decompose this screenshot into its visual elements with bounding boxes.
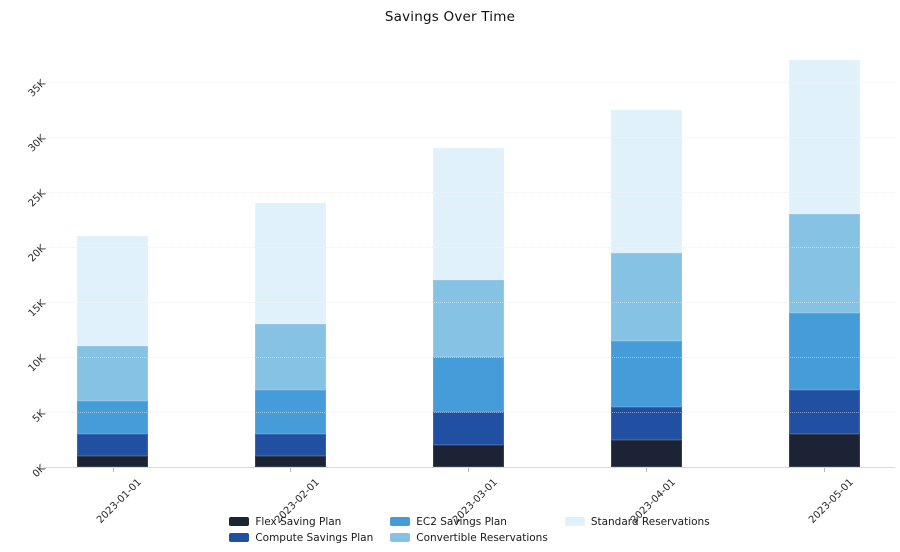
- legend-swatch: [390, 533, 411, 542]
- bar[interactable]: [77, 236, 148, 467]
- bar-segment-standard-reservations[interactable]: [77, 236, 148, 346]
- bar[interactable]: [610, 109, 682, 467]
- legend-label: Standard Reservations: [590, 515, 710, 528]
- chart-title: Savings Over Time: [384, 9, 516, 25]
- bar-segment-compute-savings-plan[interactable]: [77, 434, 148, 456]
- gridline-overlay: [44, 192, 895, 193]
- bar[interactable]: [432, 148, 504, 467]
- legend-swatch: [390, 517, 411, 526]
- bar-segment-compute-savings-plan[interactable]: [254, 434, 326, 456]
- bar-segment-ec2-savings-plan[interactable]: [77, 401, 148, 434]
- x-tick-mark: [468, 468, 470, 472]
- gridline-overlay: [44, 302, 895, 303]
- y-tick-label: 0K: [30, 463, 48, 480]
- bar-segment-convertible-reservations[interactable]: [610, 252, 682, 341]
- bar-segment-convertible-reservations[interactable]: [432, 280, 504, 357]
- bar-segment-ec2-savings-plan[interactable]: [254, 390, 326, 434]
- bar-segment-flex-saving-plan[interactable]: [77, 456, 148, 467]
- bar-segment-convertible-reservations[interactable]: [254, 324, 326, 390]
- legend-label: Compute Savings Plan: [255, 531, 374, 544]
- legend-item-flex-saving-plan[interactable]: Flex Saving Plan: [229, 515, 373, 528]
- bar-segment-standard-reservations[interactable]: [432, 148, 504, 280]
- gridline-overlay: [44, 137, 895, 138]
- bar-segment-standard-reservations[interactable]: [254, 203, 326, 324]
- x-tick-mark: [112, 468, 114, 472]
- x-axis-line: [44, 467, 895, 468]
- legend-item-compute-savings-plan[interactable]: Compute Savings Plan: [229, 531, 373, 544]
- gridline: [44, 137, 895, 138]
- bar-segment-flex-saving-plan[interactable]: [788, 434, 860, 467]
- gridline-overlay: [44, 247, 895, 248]
- gridline-overlay: [44, 82, 895, 83]
- gridline-overlay: [44, 357, 895, 358]
- bar-segment-ec2-savings-plan[interactable]: [432, 357, 504, 412]
- bar-segment-flex-saving-plan[interactable]: [610, 439, 682, 467]
- bar-segment-ec2-savings-plan[interactable]: [788, 313, 860, 390]
- bar-segment-flex-saving-plan[interactable]: [432, 445, 504, 467]
- legend-item-ec2-savings-plan[interactable]: EC2 Savings Plan: [390, 515, 548, 528]
- gridline: [44, 82, 895, 83]
- legend-grid: Flex Saving Plan Compute Savings Plan EC2 …: [229, 515, 710, 544]
- bar[interactable]: [788, 60, 860, 467]
- legend-swatch: [564, 517, 585, 526]
- bar-segment-compute-savings-plan[interactable]: [788, 390, 860, 434]
- bar-segment-standard-reservations[interactable]: [788, 60, 860, 214]
- x-tick-mark: [646, 468, 648, 472]
- bar[interactable]: [254, 203, 326, 467]
- legend: Flex Saving Plan Compute Savings Plan EC2 …: [44, 515, 895, 544]
- x-tick-mark: [290, 468, 292, 472]
- legend-item-convertible-reservations[interactable]: Convertible Reservations: [390, 531, 548, 544]
- bar-segment-compute-savings-plan[interactable]: [610, 406, 682, 440]
- bar-segment-compute-savings-plan[interactable]: [432, 412, 504, 445]
- legend-item-standard-reservations[interactable]: Standard Reservations: [564, 515, 710, 528]
- bar-segment-convertible-reservations[interactable]: [788, 214, 860, 313]
- legend-swatch: [229, 533, 250, 542]
- legend-label: EC2 Savings Plan: [416, 515, 507, 528]
- legend-swatch: [229, 517, 250, 526]
- legend-label: Flex Saving Plan: [255, 515, 342, 528]
- gridline-overlay: [44, 412, 895, 413]
- bar-segment-standard-reservations[interactable]: [610, 109, 682, 253]
- y-tick-label: 5K: [30, 408, 48, 425]
- legend-label: Convertible Reservations: [416, 531, 548, 544]
- x-tick-mark: [824, 468, 825, 472]
- bar-segment-flex-saving-plan[interactable]: [254, 456, 326, 467]
- bar-segment-ec2-savings-plan[interactable]: [610, 340, 682, 407]
- bar-segment-convertible-reservations[interactable]: [77, 346, 148, 401]
